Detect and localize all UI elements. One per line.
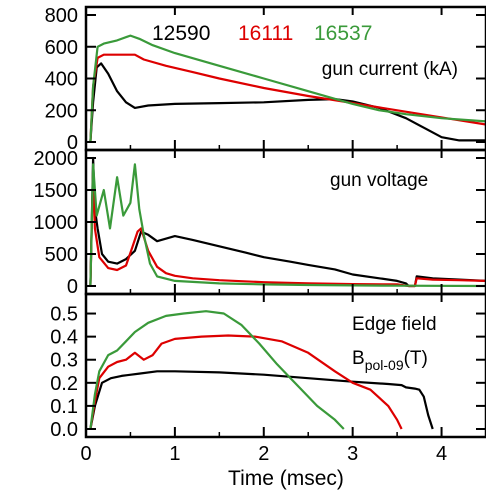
x-tick-label: 1	[169, 443, 180, 465]
legend-entry: 12590	[152, 22, 210, 45]
series-line-16111	[89, 53, 486, 143]
y-tick-label: 0.0	[50, 419, 78, 441]
series-line-16537	[89, 34, 486, 143]
panel-1: 0 200 400 600 800 gun current (kA) 12590 16111 1…	[45, 5, 486, 154]
panel-title: gun current (kA)	[322, 59, 458, 80]
y-tick-label: 2000	[34, 148, 79, 170]
y-tick-label: 200	[45, 100, 78, 122]
y-tick-label: 1000	[34, 212, 79, 234]
series-line-16111	[89, 334, 403, 430]
y-tick-label: 800	[45, 5, 78, 27]
series-line-12590	[89, 370, 434, 430]
panel-frame	[84, 292, 486, 439]
x-tick-label: 2	[258, 443, 269, 465]
series-line-16537	[89, 163, 486, 288]
series-group	[89, 310, 434, 430]
y-tick-label: 500	[45, 244, 78, 266]
y-tick-label: 0.1	[50, 396, 78, 418]
y-tick-label: 0.5	[50, 304, 78, 326]
series-group	[89, 34, 486, 143]
y-tick-label: 0.2	[50, 373, 78, 395]
panel-3: 0.00.10.20.30.40.5 Edge field Bpol-09(T) 0 1…	[50, 292, 486, 490]
x-tick-label: 4	[436, 443, 447, 465]
panel-title: gun voltage	[330, 170, 428, 191]
panel-2: 0 500 1000 1500 2000 gun voltage	[34, 148, 486, 298]
x-tick-label: 0	[80, 443, 91, 465]
y-tick-label: 0.4	[50, 327, 78, 349]
panel-title-line2: Bpol-09(T)	[352, 348, 428, 373]
legend-entry: 16111	[238, 22, 293, 45]
series-line-16537	[89, 310, 345, 430]
title-tail: (T)	[404, 348, 428, 369]
y-tick-label: 0	[67, 132, 78, 154]
y-tick-label: 400	[45, 69, 78, 91]
panel-title: Edge field	[352, 314, 437, 335]
title-subscript: pol-09	[365, 357, 404, 373]
title-main: B	[352, 348, 365, 369]
legend-entry: 16537	[314, 22, 372, 45]
series-line-12590	[89, 62, 486, 143]
x-tick-label: 3	[347, 443, 358, 465]
y-tick-label: 1500	[34, 180, 79, 202]
y-tick-label: 600	[45, 37, 78, 59]
x-axis-title: Time (msec)	[228, 467, 344, 490]
y-tick-label: 0	[67, 276, 78, 298]
y-tick-label: 0.3	[50, 350, 78, 372]
series-group	[89, 156, 486, 288]
